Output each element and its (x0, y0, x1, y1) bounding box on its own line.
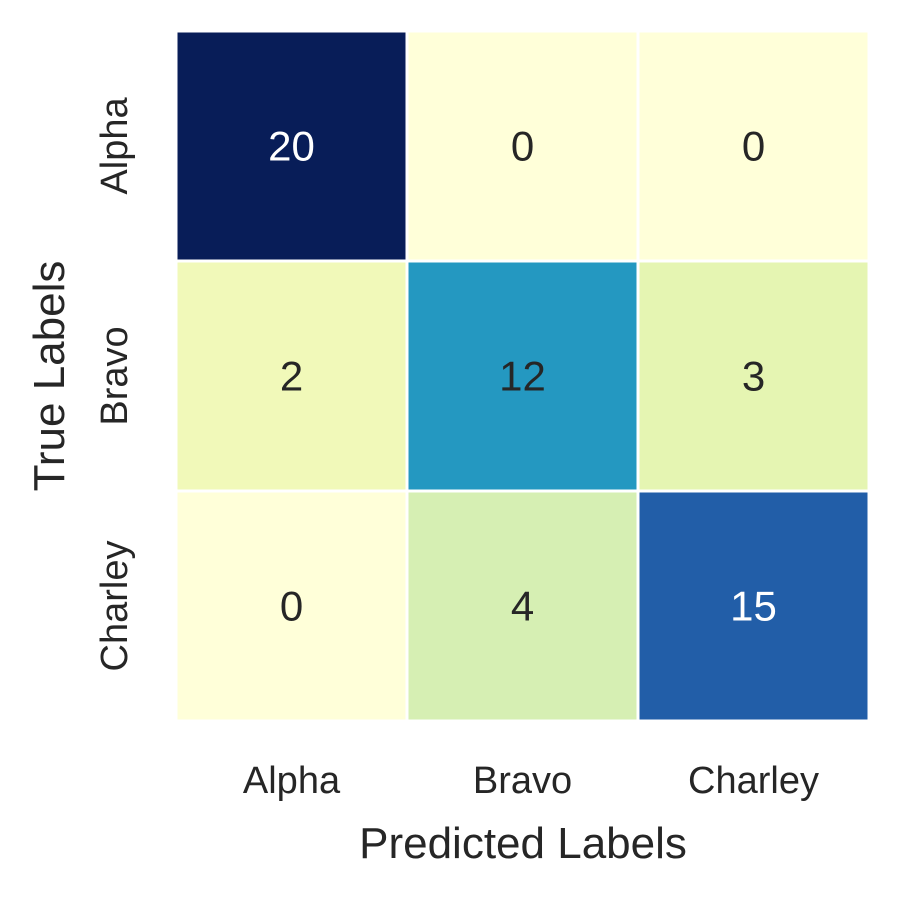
x-tick-label: Alpha (243, 760, 341, 802)
cell-bravo-alpha (174, 259, 409, 493)
cell-value-label: 15 (730, 583, 777, 630)
y-axis-title: True Labels (25, 261, 74, 492)
cell-value-label: 3 (742, 353, 765, 400)
y-tick-labels: Alpha Bravo Charley (94, 97, 136, 672)
cell-charley-bravo (405, 489, 640, 723)
cell-value-label: 2 (280, 353, 303, 400)
x-tick-label: Charley (688, 760, 819, 802)
y-tick-label: Alpha (94, 97, 136, 195)
x-tick-labels: Alpha Bravo Charley (243, 760, 819, 802)
cell-value-label: 0 (742, 123, 765, 170)
x-axis-title: Predicted Labels (359, 819, 687, 868)
y-tick-label: Charley (94, 541, 136, 672)
cell-bravo-charley (636, 259, 871, 493)
x-tick-label: Bravo (473, 760, 572, 802)
heatmap-cells (174, 29, 871, 723)
cell-bravo-bravo (405, 259, 640, 493)
cell-charley-charley (636, 489, 871, 723)
cell-value-label: 12 (499, 353, 546, 400)
cell-annotations: 20 0 0 2 12 3 0 4 15 (268, 123, 777, 630)
cell-value-label: 0 (511, 123, 534, 170)
cell-alpha-bravo (405, 29, 640, 263)
cell-alpha-alpha (174, 29, 409, 263)
cell-value-label: 20 (268, 123, 315, 170)
cell-value-label: 4 (511, 583, 534, 630)
cell-alpha-charley (636, 29, 871, 263)
cell-value-label: 0 (280, 583, 303, 630)
y-tick-label: Bravo (94, 326, 136, 425)
cell-charley-alpha (174, 489, 409, 723)
